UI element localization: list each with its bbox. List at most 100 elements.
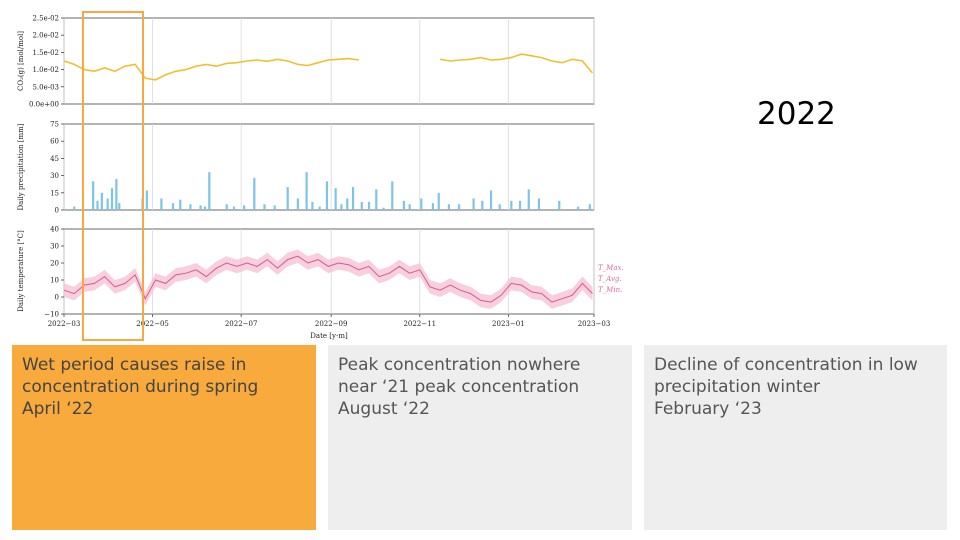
card-summer-line3: August ‘22 <box>338 399 430 419</box>
precipitation-y-label: Daily precipitation [mm] <box>17 123 25 210</box>
precip-bar <box>346 198 349 210</box>
y-tick-label: 30 <box>50 172 59 180</box>
precip-bar <box>431 203 435 210</box>
x-tick-label: 2022−05 <box>136 320 169 328</box>
co2-y-ticks: 0.0e+00 5.0e-03 1.0e-02 1.5e-02 2.0e-02 2.5e-… <box>29 15 64 109</box>
precip-bar <box>96 200 99 210</box>
y-tick-label: 45 <box>50 155 59 163</box>
y-tick-label: 75 <box>50 121 59 129</box>
temperature-y-label: Daily temperature [°C] <box>17 230 25 312</box>
precip-bar <box>518 200 522 210</box>
y-tick-label: 1.0e-02 <box>32 66 59 74</box>
precip-bar <box>199 205 202 210</box>
card-winter-line3: February ‘23 <box>654 399 762 419</box>
precip-bar <box>100 192 103 210</box>
precip-bar <box>489 190 493 210</box>
precip-bar <box>318 206 321 210</box>
precip-bar <box>447 204 450 210</box>
card-summer-line2: near ‘21 peak concentration <box>338 377 580 397</box>
precip-bar <box>537 198 541 210</box>
x-tick-label: 2022−09 <box>315 320 348 328</box>
x-tick-label: 2022−03 <box>48 320 81 328</box>
x-tick-label: 2023−01 <box>492 320 525 328</box>
precip-bar <box>73 206 76 210</box>
precip-bar <box>472 198 475 210</box>
precip-bar <box>498 204 501 210</box>
precip-bar <box>351 187 355 210</box>
co2-panel: 0.0e+00 5.0e-03 1.0e-02 1.5e-02 2.0e-02 2.5e-… <box>17 15 595 109</box>
precip-bar <box>115 179 118 210</box>
precip-bar <box>171 203 175 210</box>
precip-bar <box>360 201 363 210</box>
y-tick-label: 0 <box>55 207 59 215</box>
precip-bar <box>208 172 211 210</box>
y-tick-label: 20 <box>50 260 59 268</box>
card-summer-line1: Peak concentration nowhere <box>338 355 581 375</box>
co2-grid <box>63 18 595 104</box>
card-winter-line2: precipitation winter <box>654 377 821 397</box>
precip-bar <box>305 172 308 210</box>
card-summer[interactable]: Peak concentration nowhere near ‘21 peak… <box>328 345 632 530</box>
precip-bar <box>311 201 314 210</box>
precip-bar <box>263 204 266 210</box>
precip-bar <box>382 207 385 210</box>
card-spring-line3: April ‘22 <box>22 399 94 419</box>
temperature-y-ticks: −10 0 10 20 30 40 <box>44 226 64 319</box>
precip-bar <box>160 198 163 210</box>
temperature-x-ticks: 2022−03 2022−05 2022−07 2022−09 2022−11 2023−… <box>48 314 610 328</box>
precip-bar <box>106 198 109 210</box>
precipitation-grid <box>63 124 595 210</box>
year-label: 2022 <box>757 96 836 132</box>
precip-bar <box>225 204 228 210</box>
precip-bar <box>527 189 530 210</box>
card-spring-line1: Wet period causes raise in <box>22 355 247 375</box>
highlight-box <box>82 11 144 341</box>
temperature-band <box>64 249 593 309</box>
card-winter-line1: Decline of concentration in low <box>654 355 918 375</box>
legend-avg: T_Avg. <box>598 275 622 283</box>
y-tick-label: 30 <box>50 243 59 251</box>
legend-min: T_Min. <box>598 286 622 294</box>
precip-bar <box>402 200 405 210</box>
card-winter[interactable]: Decline of concentration in low precipit… <box>644 345 947 530</box>
precip-bar <box>558 200 561 210</box>
precip-bar <box>189 204 192 210</box>
co2-series-line <box>63 53 594 81</box>
precip-bar <box>375 189 378 210</box>
card-spring[interactable]: Wet period causes raise in concentration… <box>12 345 316 530</box>
precip-bar <box>437 192 440 210</box>
precip-bar <box>334 188 337 210</box>
y-tick-label: 60 <box>50 138 59 146</box>
precip-bar <box>296 198 299 210</box>
temperature-avg-line <box>63 255 593 303</box>
precip-bar <box>340 204 343 210</box>
precip-bar <box>179 199 182 210</box>
precipitation-y-ticks: 0 15 30 45 60 75 <box>50 121 64 215</box>
y-tick-label: −10 <box>44 311 59 319</box>
precip-bar <box>367 201 371 210</box>
precip-bar <box>457 204 461 210</box>
precip-bar <box>110 188 114 210</box>
precip-bar <box>420 198 423 210</box>
precip-bar <box>273 205 276 210</box>
card-spring-line2: concentration during spring <box>22 377 259 397</box>
precip-bar <box>577 206 580 210</box>
precip-bar <box>118 203 121 210</box>
x-tick-label: 2022−11 <box>403 320 436 328</box>
precip-bar <box>203 206 207 210</box>
y-tick-label: 0.0e+00 <box>29 101 59 109</box>
y-tick-label: 1.5e-02 <box>32 49 59 57</box>
precip-bar <box>391 181 394 210</box>
co2-y-label: CO₂(g) [mol/mol] <box>17 31 25 91</box>
precip-bar <box>408 204 411 210</box>
precip-bar <box>325 181 329 210</box>
y-tick-label: 15 <box>50 189 59 197</box>
precip-bar <box>253 177 256 210</box>
precip-bar <box>243 205 246 210</box>
y-tick-label: 40 <box>50 226 59 234</box>
precip-bar <box>92 181 95 210</box>
legend-max: T_Max. <box>598 264 624 272</box>
y-tick-label: 10 <box>50 277 59 285</box>
precip-bar <box>286 187 289 210</box>
